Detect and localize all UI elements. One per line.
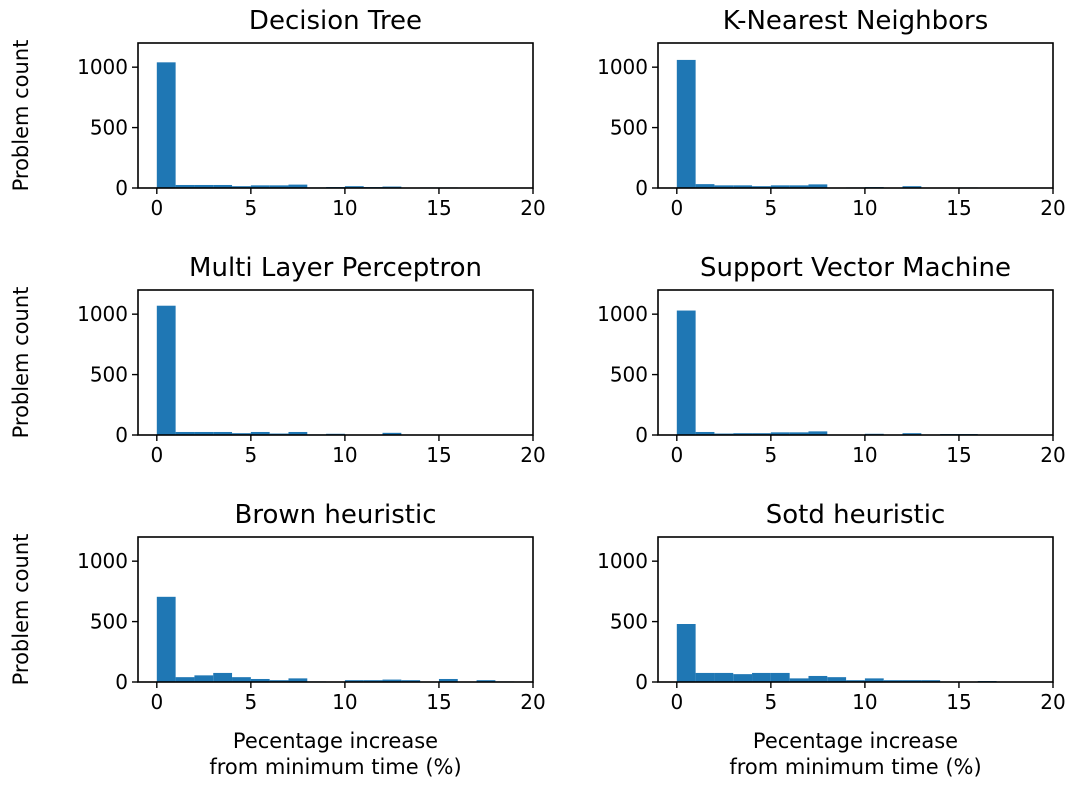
subplot-title: Decision Tree: [249, 6, 422, 36]
y-tick-label: 1000: [597, 302, 648, 326]
axes-frame: [658, 537, 1053, 682]
x-tick-label: 20: [1040, 690, 1065, 714]
x-tick-label: 5: [244, 443, 257, 467]
subplot-title: Brown heuristic: [235, 500, 437, 530]
subplot-5: Brown heuristic 0 5 10 15 20 0 500 1000 Problem c…: [9, 500, 546, 779]
y-tick-label: 1000: [597, 55, 648, 79]
x-tick-label: 15: [426, 443, 451, 467]
x-tick-label: 20: [1040, 443, 1065, 467]
x-tick-label: 10: [332, 196, 357, 220]
y-tick-label: 0: [635, 423, 648, 447]
y-tick-label: 500: [610, 610, 648, 634]
x-tick-label: 0: [670, 690, 683, 714]
subplot-4: Support Vector Machine 0 5 10 15 20 0 500 1000: [597, 253, 1066, 467]
x-tick-label: 10: [852, 690, 877, 714]
x-tick-label: 20: [520, 196, 545, 220]
subplot-title: Multi Layer Perceptron: [189, 253, 482, 283]
axes-frame: [138, 537, 533, 682]
y-axis-label: Problem count: [9, 534, 33, 686]
x-tick-label: 10: [332, 690, 357, 714]
y-tick-label: 500: [610, 363, 648, 387]
x-tick-label: 15: [946, 443, 971, 467]
subplot-2: K-Nearest Neighbors 0 5 10 15 20 0 500 1000: [597, 6, 1066, 220]
axes-frame: [138, 290, 533, 435]
x-tick-label: 20: [1040, 196, 1065, 220]
histogram-bar: [677, 60, 696, 188]
x-tick-label: 20: [520, 443, 545, 467]
histogram-bar: [752, 673, 771, 682]
axes-frame: [658, 43, 1053, 188]
histogram-bar: [677, 311, 696, 435]
y-tick-label: 0: [635, 176, 648, 200]
x-tick-label: 10: [852, 196, 877, 220]
x-tick-label: 5: [764, 443, 777, 467]
x-tick-label: 15: [946, 196, 971, 220]
histogram-bar: [194, 675, 213, 682]
x-tick-label: 0: [150, 196, 163, 220]
subplot-title: Sotd heuristic: [766, 500, 946, 530]
y-tick-label: 1000: [77, 55, 128, 79]
x-tick-label: 15: [426, 690, 451, 714]
x-tick-label: 10: [332, 443, 357, 467]
y-tick-label: 500: [90, 610, 128, 634]
subplot-title: K-Nearest Neighbors: [723, 6, 989, 36]
histogram-bar: [157, 597, 176, 682]
y-tick-label: 1000: [77, 302, 128, 326]
y-tick-label: 0: [115, 176, 128, 200]
histogram-bar: [157, 306, 176, 435]
x-tick-label: 20: [520, 690, 545, 714]
y-tick-label: 500: [90, 116, 128, 140]
x-tick-label: 5: [244, 196, 257, 220]
x-tick-label: 15: [946, 690, 971, 714]
y-tick-label: 500: [90, 363, 128, 387]
histogram-bar: [213, 673, 232, 682]
y-tick-label: 1000: [77, 549, 128, 573]
histogram-bar: [696, 673, 715, 682]
x-axis-label-line1: Pecentage increase: [753, 729, 958, 753]
y-tick-label: 1000: [597, 549, 648, 573]
histogram-bar: [677, 624, 696, 682]
y-axis-label: Problem count: [9, 287, 33, 439]
subplot-title: Support Vector Machine: [700, 253, 1011, 283]
x-axis-label-line2: from minimum time (%): [209, 755, 461, 779]
histogram-bar: [157, 62, 176, 188]
x-tick-label: 0: [670, 196, 683, 220]
axes-frame: [658, 290, 1053, 435]
subplot-3: Multi Layer Perceptron 0 5 10 15 20 0 500 1000 Pr…: [9, 253, 546, 467]
x-tick-label: 0: [670, 443, 683, 467]
y-tick-label: 500: [610, 116, 648, 140]
x-axis-label-line2: from minimum time (%): [729, 755, 981, 779]
histogram-bar: [808, 676, 827, 682]
y-tick-label: 0: [635, 670, 648, 694]
subplot-6: Sotd heuristic 0 5 10 15 20 0 500 1000 Pecentage …: [597, 500, 1066, 779]
histogram-bar: [771, 673, 790, 682]
subplot-1: Decision Tree 0 5 10 15 20 0 500 1000 Problem cou…: [9, 6, 546, 220]
histogram-bar: [733, 674, 752, 682]
y-tick-label: 0: [115, 423, 128, 447]
x-axis-label-line1: Pecentage increase: [233, 729, 438, 753]
x-tick-label: 10: [852, 443, 877, 467]
x-tick-label: 5: [244, 690, 257, 714]
histogram-bar: [714, 673, 733, 682]
y-tick-label: 0: [115, 670, 128, 694]
x-tick-label: 5: [764, 690, 777, 714]
x-tick-label: 0: [150, 690, 163, 714]
x-tick-label: 5: [764, 196, 777, 220]
axes-frame: [138, 43, 533, 188]
x-tick-label: 0: [150, 443, 163, 467]
x-tick-label: 15: [426, 196, 451, 220]
y-axis-label: Problem count: [9, 40, 33, 192]
